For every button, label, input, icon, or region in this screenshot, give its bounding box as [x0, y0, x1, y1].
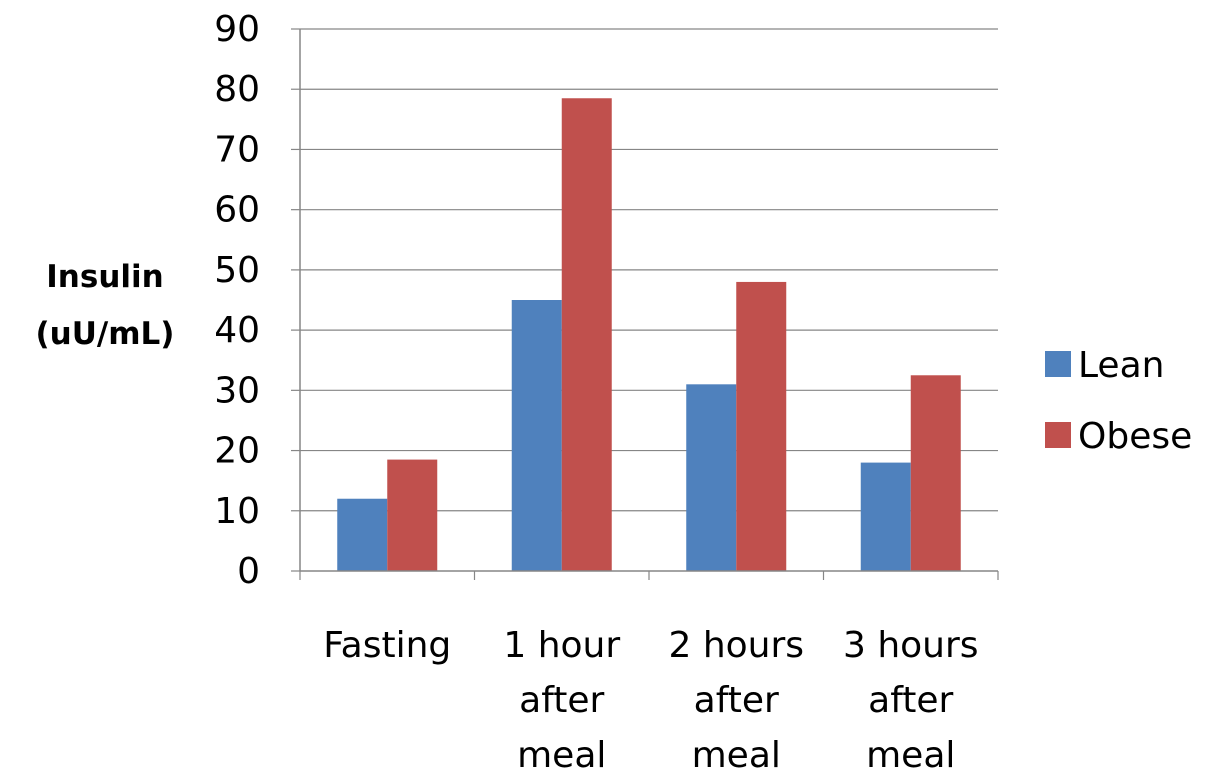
legend-swatch-obese: [1045, 422, 1071, 448]
y-tick-label: 10: [214, 491, 260, 532]
bar-obese-0: [387, 459, 438, 571]
legend: Lean Obese: [1045, 345, 1192, 457]
legend-label-lean: Lean: [1078, 345, 1164, 386]
y-tick-label: 0: [237, 551, 260, 592]
x-category-label: meal: [517, 735, 606, 776]
y-tick-label: 20: [214, 431, 260, 472]
x-category-label: meal: [692, 735, 781, 776]
bar-lean-1: [511, 300, 562, 571]
bar-obese-2: [736, 281, 787, 571]
y-axis-label: Insulin (uU/mL): [36, 259, 175, 352]
y-tick-label: 30: [214, 370, 260, 411]
bar-lean-0: [337, 498, 388, 571]
legend-label-obese: Obese: [1078, 416, 1192, 457]
y-axis-label-line: Insulin: [46, 259, 163, 295]
legend-swatch-lean: [1045, 351, 1071, 377]
y-tick-labels: 0 10 20 30 40 50 60 70 80 90: [214, 9, 260, 592]
y-tick-label: 60: [214, 190, 260, 231]
bar-obese-3: [910, 375, 961, 571]
axes: [291, 28, 999, 580]
bar-lean-2: [686, 384, 737, 571]
x-category-label: 2 hours: [668, 625, 804, 666]
x-category-label: meal: [866, 735, 955, 776]
x-category-labels: Fasting 1 hour after meal 2 hours after meal 3 …: [323, 625, 978, 776]
y-axis-label-line: (uU/mL): [36, 316, 175, 352]
y-tick-label: 90: [214, 9, 260, 50]
x-category-label: after: [519, 680, 604, 721]
x-category-label: Fasting: [323, 625, 451, 666]
y-tick-label: 40: [214, 310, 260, 351]
bars: [337, 98, 961, 571]
x-category-label: after: [694, 680, 779, 721]
gridlines: [300, 28, 998, 512]
x-category-label: after: [868, 680, 953, 721]
x-category-label: 1 hour: [503, 625, 620, 666]
bar-obese-1: [561, 98, 612, 571]
y-tick-label: 50: [214, 250, 260, 291]
y-tick-label: 80: [214, 69, 260, 110]
x-category-label: 3 hours: [843, 625, 979, 666]
bar-lean-3: [860, 462, 911, 571]
y-tick-label: 70: [214, 129, 260, 170]
